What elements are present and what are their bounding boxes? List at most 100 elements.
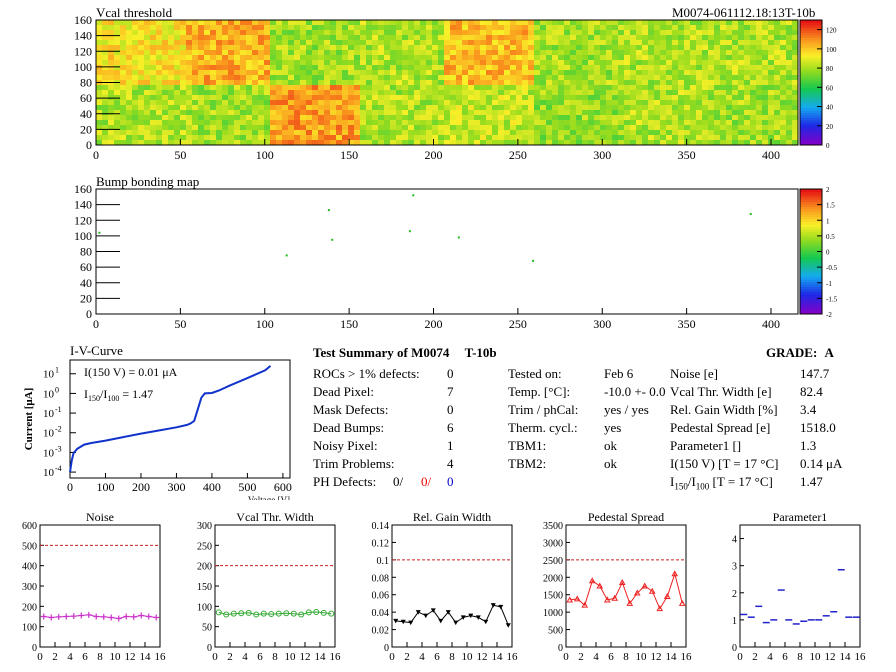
vcal-cell xyxy=(534,125,540,130)
vcal-cell xyxy=(186,130,192,135)
vcal-cell xyxy=(228,80,234,85)
vcal-cell xyxy=(438,70,444,75)
vcal-cell xyxy=(150,100,156,105)
vcal-cell xyxy=(108,20,114,25)
vcal-cell xyxy=(168,30,174,35)
vcal-cell xyxy=(468,95,474,100)
vcal-cell xyxy=(306,25,312,30)
vcal-cell xyxy=(660,100,666,105)
vcal-cell xyxy=(132,125,138,130)
vcal-cell xyxy=(192,50,198,55)
vcal-cell xyxy=(324,120,330,125)
vcal-cell xyxy=(588,105,594,110)
vcal-cell xyxy=(216,125,222,130)
vcal-cell xyxy=(252,95,258,100)
vcal-cell xyxy=(438,125,444,130)
vcal-cell xyxy=(102,45,108,50)
vcal-cell xyxy=(192,130,198,135)
vcal-cell xyxy=(612,135,618,140)
vcal-cell xyxy=(312,100,318,105)
vcal-cell xyxy=(216,90,222,95)
vcal-cell xyxy=(372,30,378,35)
vcal-cell xyxy=(396,115,402,120)
vcal-cell xyxy=(330,120,336,125)
vcal-cell xyxy=(672,75,678,80)
vcal-cell xyxy=(294,105,300,110)
vcal-cell xyxy=(366,100,372,105)
vcal-cell xyxy=(414,95,420,100)
vcal-cell xyxy=(540,140,546,145)
summary-left-label: Mask Defects: xyxy=(313,402,389,417)
vcal-cell xyxy=(702,85,708,90)
vcal-width-point xyxy=(238,610,245,617)
vcal-cell xyxy=(132,20,138,25)
vcal-cell xyxy=(528,105,534,110)
vcal-cell xyxy=(648,90,654,95)
vcal-cell xyxy=(774,75,780,80)
vcal-cell xyxy=(180,40,186,45)
summary-right-row: Pedestal Spread [e] 1518.0 xyxy=(670,420,836,438)
vcal-cell xyxy=(570,95,576,100)
gain-width-y-tick-label: 0.06 xyxy=(372,591,390,602)
summary-right-label: Pedestal Spread [e] xyxy=(670,420,771,435)
vcal-cell xyxy=(612,120,618,125)
vcal-cell xyxy=(510,125,516,130)
vcal-cell xyxy=(678,65,684,70)
vcal-cell xyxy=(120,140,126,145)
vcal-cell xyxy=(306,35,312,40)
vcal-cell xyxy=(270,25,276,30)
vcal-cell xyxy=(210,125,216,130)
vcal-cell xyxy=(420,115,426,120)
vcal-cell xyxy=(660,60,666,65)
vcal-cell xyxy=(420,85,426,90)
vcal-cell xyxy=(384,110,390,115)
vcal-cell xyxy=(558,110,564,115)
vcal-cell xyxy=(696,25,702,30)
vcal-cell xyxy=(462,115,468,120)
vcal-cell xyxy=(126,35,132,40)
vcal-cell xyxy=(204,110,210,115)
vcal-cell xyxy=(138,135,144,140)
vcal-cell xyxy=(558,115,564,120)
vcal-cell xyxy=(510,115,516,120)
bump-x-tick-label: 250 xyxy=(509,317,527,331)
vcal-cell xyxy=(186,110,192,115)
vcal-cell xyxy=(438,45,444,50)
vcal-cell xyxy=(666,140,672,145)
vcal-cell xyxy=(432,135,438,140)
vcal-colorbar-band xyxy=(800,25,822,28)
vcal-cell xyxy=(690,50,696,55)
vcal-cell xyxy=(204,130,210,135)
vcal-cell xyxy=(642,70,648,75)
vcal-cell xyxy=(96,140,102,145)
vcal-cell xyxy=(246,115,252,120)
vcal-cell xyxy=(312,30,318,35)
vcal-cell xyxy=(732,95,738,100)
vcal-cell xyxy=(516,135,522,140)
vcal-cell xyxy=(240,120,246,125)
vcal-cell xyxy=(408,95,414,100)
vcal-cell xyxy=(132,25,138,30)
vcal-cell xyxy=(138,120,144,125)
vcal-cell xyxy=(654,140,660,145)
vcal-cell xyxy=(606,25,612,30)
vcal-cell xyxy=(372,55,378,60)
vcal-y-tick-label: 100 xyxy=(74,60,92,74)
vcal-cell xyxy=(498,65,504,70)
vcal-cell xyxy=(408,35,414,40)
vcal-cell xyxy=(540,50,546,55)
vcal-cell xyxy=(342,20,348,25)
vcal-cell xyxy=(174,95,180,100)
vcal-cell xyxy=(678,140,684,145)
vcal-cell xyxy=(462,140,468,145)
vcal-cell xyxy=(186,30,192,35)
vcal-cell xyxy=(210,95,216,100)
vcal-cell xyxy=(402,55,408,60)
vcal-cell xyxy=(528,65,534,70)
vcal-cell xyxy=(186,75,192,80)
vcal-cell xyxy=(372,45,378,50)
vcal-cell xyxy=(492,115,498,120)
vcal-cell xyxy=(162,90,168,95)
summary-mid-row: Therm. cycl.: yes xyxy=(508,420,668,438)
